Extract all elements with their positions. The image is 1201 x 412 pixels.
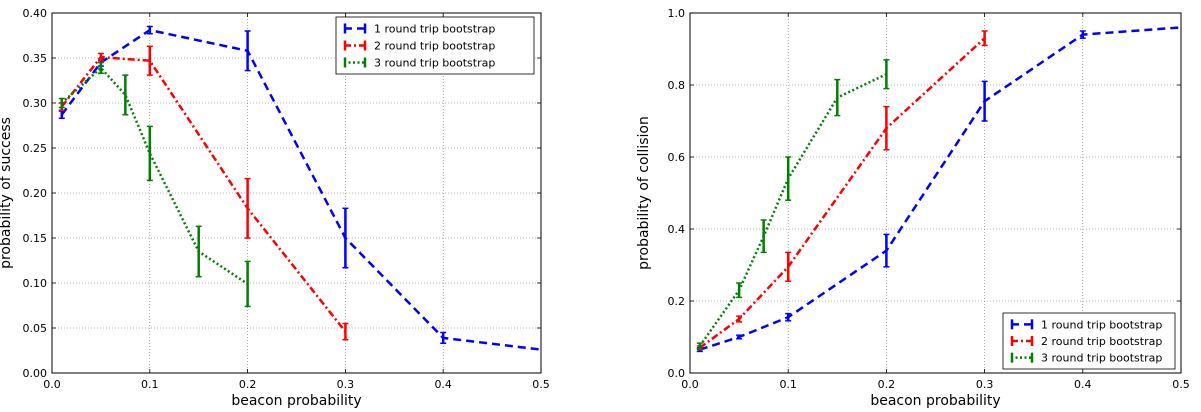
chart-2: 0.0 0.1 0.2 0.3 0.4 0.5 0.0 0.2 0.4 0.6 0.8 1.0 beac…	[636, 7, 1190, 409]
y-tick-label: 0.4	[668, 223, 686, 236]
x-tick-label: 0.5	[1172, 378, 1190, 391]
y-tick-label: 0.6	[668, 151, 686, 164]
y-tick-label: 0.30	[23, 97, 48, 110]
plot-frame	[51, 12, 542, 374]
y-tick-label: 0.10	[23, 277, 48, 290]
x-tick-label: 0.0	[43, 378, 61, 391]
y-tick-label: 0.0	[668, 367, 686, 380]
legend-label: 1 round trip bootstrap	[374, 23, 495, 36]
x-tick-label: 0.4	[1074, 378, 1092, 391]
series-2	[696, 30, 988, 351]
x-tick-label: 0.1	[779, 378, 797, 391]
y-tick-label: 1.0	[668, 7, 686, 20]
y-tick-label: 0.20	[23, 187, 48, 200]
legend-box	[335, 16, 535, 75]
y-tick-label: 0.25	[23, 142, 48, 155]
plot-frame	[689, 12, 1182, 374]
series-line	[698, 73, 887, 347]
series-line	[699, 37, 986, 349]
chart-1: 0.0 0.1 0.2 0.3 0.4 0.5 0.00 0.05 0.10 0.15 0.20 0.…	[0, 7, 550, 409]
series-1	[696, 26, 1182, 353]
x-axis-label: beacon probability	[870, 393, 1000, 409]
legend: 1 round trip bootstrap 2 round trip boots…	[1002, 312, 1176, 370]
legend-label: 3 round trip bootstrap	[374, 57, 495, 70]
x-tick-label: 0.2	[239, 378, 257, 391]
y-axis-label: probability of success	[0, 117, 14, 269]
legend-label: 1 round trip bootstrap	[1041, 318, 1162, 331]
x-axis-label: beacon probability	[231, 393, 361, 409]
legend: 1 round trip bootstrap 2 round trip boots…	[335, 16, 535, 75]
legend-label: 3 round trip bootstrap	[1041, 352, 1162, 365]
series-line	[60, 66, 249, 285]
series-2	[58, 45, 349, 341]
y-tick-label: 0.05	[23, 322, 48, 335]
series-line	[60, 28, 542, 351]
series-3	[696, 59, 890, 350]
x-tick-label: 0.1	[141, 378, 159, 391]
x-tick-label: 0.0	[681, 378, 699, 391]
y-tick-label: 0.2	[668, 295, 686, 308]
x-tick-label: 0.2	[878, 378, 896, 391]
legend-label: 2 round trip bootstrap	[374, 40, 495, 53]
series-1	[58, 25, 542, 351]
y-tick-label: 0.40	[23, 7, 48, 20]
y-tick-label: 0.00	[23, 367, 48, 380]
x-tick-label: 0.3	[976, 378, 994, 391]
legend-label: 2 round trip bootstrap	[1041, 335, 1162, 348]
x-tick-label: 0.4	[434, 378, 452, 391]
x-tick-label: 0.3	[337, 378, 355, 391]
y-axis-label: probability of collision	[636, 116, 652, 270]
series-3	[58, 61, 251, 308]
x-tick-label: 0.5	[532, 378, 550, 391]
series-line	[60, 55, 347, 333]
y-tick-label: 0.35	[23, 52, 48, 65]
y-tick-label: 0.15	[23, 232, 48, 245]
y-tick-label: 0.8	[668, 79, 686, 92]
